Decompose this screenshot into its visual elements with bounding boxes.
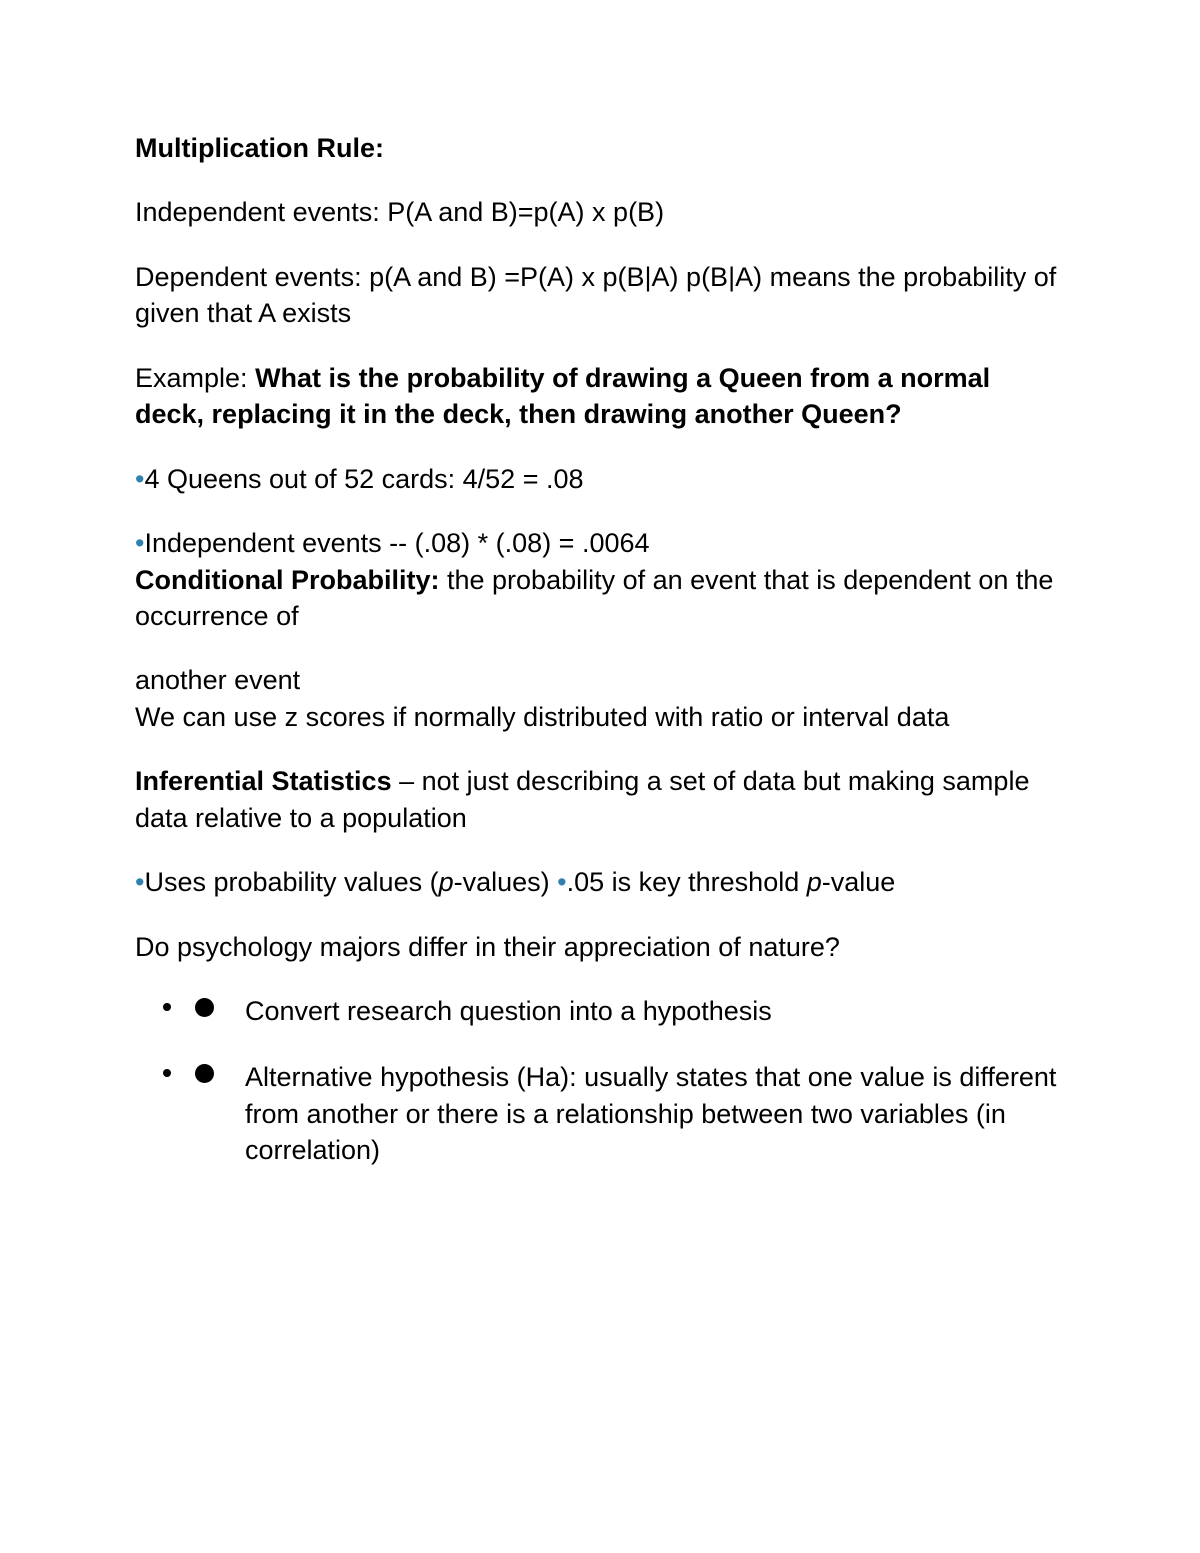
independent-events-line: Independent events: P(A and B)=p(A) x p(…: [135, 194, 1060, 230]
inner-disc-icon: [195, 1064, 214, 1083]
inner-disc-icon: [195, 998, 214, 1017]
pvalue-part4: -value: [822, 867, 896, 897]
bullet-1-text: 4 Queens out of 52 cards: 4/52 = .08: [144, 464, 583, 494]
list-item: Convert research question into a hypothe…: [181, 993, 1060, 1029]
example-paragraph: Example: What is the probability of draw…: [135, 360, 1060, 433]
p-italic-1: p: [439, 867, 454, 897]
dependent-events-line: Dependent events: p(A and B) =P(A) x p(B…: [135, 259, 1060, 332]
conditional-probability-label: Conditional Probability:: [135, 565, 447, 595]
pvalue-line: •Uses probability values (p-values) •.05…: [135, 864, 1060, 900]
bullet-line-2: •Independent events -- (.08) * (.08) = .…: [135, 525, 1060, 634]
list-item-2-text: Alternative hypothesis (Ha): usually sta…: [245, 1062, 1056, 1165]
bullet-line-1: •4 Queens out of 52 cards: 4/52 = .08: [135, 461, 1060, 497]
example-question: What is the probability of drawing a Que…: [135, 363, 990, 429]
inferential-paragraph: Inferential Statistics – not just descri…: [135, 763, 1060, 836]
list-item: Alternative hypothesis (Ha): usually sta…: [181, 1059, 1060, 1168]
another-event-line1: another event: [135, 665, 300, 695]
another-event-line2: We can use z scores if normally distribu…: [135, 702, 949, 732]
pvalue-part1: Uses probability values (: [144, 867, 438, 897]
pvalue-part2: -values): [454, 867, 558, 897]
research-question: Do psychology majors differ in their app…: [135, 929, 1060, 965]
p-italic-2: p: [807, 867, 822, 897]
outer-disc-icon: [163, 1003, 171, 1011]
outer-disc-icon: [163, 1069, 171, 1077]
hypothesis-list: Convert research question into a hypothe…: [135, 993, 1060, 1169]
example-prefix: Example:: [135, 363, 255, 393]
inferential-label: Inferential Statistics: [135, 766, 399, 796]
document-page: Multiplication Rule: Independent events:…: [0, 0, 1200, 1299]
pvalue-part3: .05 is key threshold: [567, 867, 807, 897]
section-title: Multiplication Rule:: [135, 130, 1060, 166]
list-item-1-text: Convert research question into a hypothe…: [245, 996, 772, 1026]
bullet-dot-icon: •: [557, 867, 566, 897]
bullet-2-text: Independent events -- (.08) * (.08) = .0…: [144, 528, 649, 558]
another-event-paragraph: another event We can use z scores if nor…: [135, 662, 1060, 735]
